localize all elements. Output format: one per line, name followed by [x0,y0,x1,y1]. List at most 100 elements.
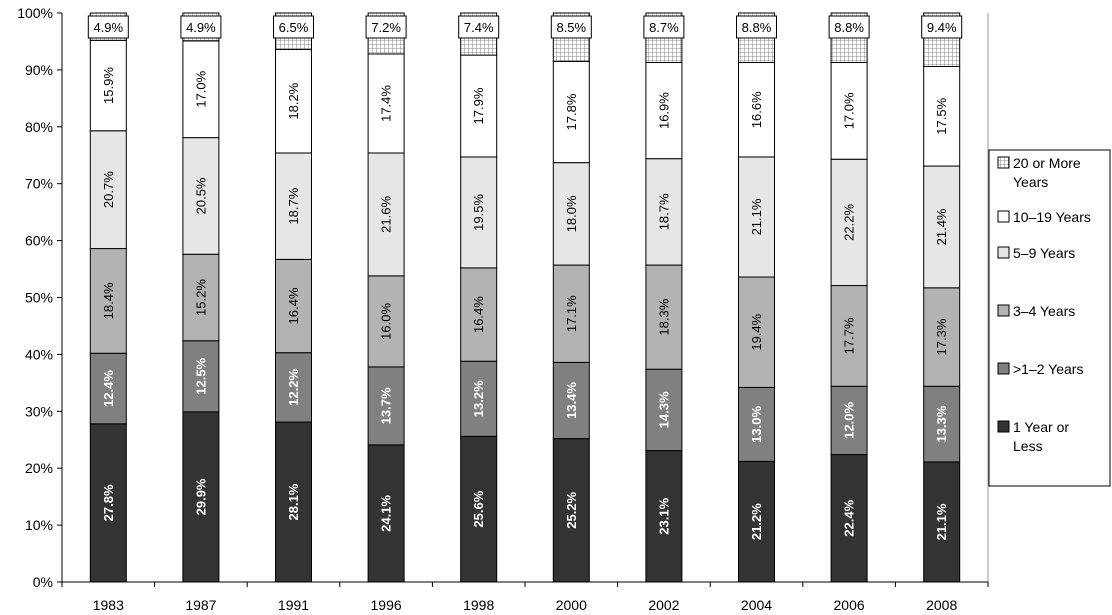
data-label: 25.6% [471,490,486,527]
bar-segment [367,152,405,277]
data-label: 20.5% [193,177,208,214]
data-label: 15.9% [101,67,116,104]
data-label: 21.1% [934,503,949,540]
bar-segment [367,366,405,446]
y-tick-label: 70% [25,176,53,192]
data-label: 16.0% [379,303,394,340]
legend-swatch [997,156,1010,169]
data-label: 21.2% [749,503,764,540]
data-label: 12.5% [193,357,208,394]
legend-label-line2: Years [1013,174,1048,190]
data-label: 18.4% [101,282,116,319]
bar-segment [923,65,961,167]
x-tick-label: 1996 [371,597,402,613]
x-tick-label: 2002 [648,597,679,613]
bar-segment [645,450,683,583]
bar-segment [275,352,312,423]
y-axis: 0% 10% 20% 30% 40% 50% 60% 70% 80% 90% 100% [17,5,63,590]
x-tick-label: 2004 [741,597,772,613]
y-tick-label: 30% [25,403,53,419]
bar-segment [552,438,590,583]
data-label: 8.5% [556,20,586,35]
x-tick-label: 2006 [834,597,865,613]
data-label: 29.9% [193,478,208,515]
data-label-box [643,15,685,39]
data-label: 22.2% [842,204,857,241]
data-label-box [736,15,777,39]
legend-swatch [997,362,1010,375]
data-label: 18.7% [656,193,671,230]
legend-label-line2: Less [1013,438,1043,454]
bar-segment [830,62,868,160]
data-label: 16.6% [749,91,764,128]
legend-label: 1 Year or [1013,419,1069,435]
y-tick-label: 100% [17,5,53,21]
x-axis: 1983 1987 1991 1996 1998 2000 2002 2004 2006 2008 [61,581,989,613]
data-label-box [180,15,222,39]
y-tick-label: 50% [25,290,53,306]
data-label: 4.9% [93,20,123,35]
data-label: 7.2% [371,20,401,35]
bar-segment [275,48,312,154]
data-label: 12.4% [101,370,116,407]
data-label: 18.3% [656,298,671,335]
data-label: 18.7% [286,187,301,224]
data-label: 27.8% [101,484,116,521]
bar-segment [738,386,775,462]
y-tick-label: 90% [25,62,53,78]
data-label: 8.7% [649,20,679,35]
bar-segment [738,156,775,278]
bar-segment [645,368,683,452]
x-tick-label: 2000 [556,597,587,613]
data-label: 15.2% [193,279,208,316]
data-label: 8.8% [742,20,772,35]
data-label: 24.1% [379,495,394,532]
data-label: 18.2% [286,82,301,119]
data-label-box [87,15,129,39]
bar-segment [830,158,868,287]
y-tick-label: 80% [25,119,53,135]
bars-group: 27.8% 12.4% 18.4% 20.7% 15.9% 4.9% 29.9% 12.5% 1… [87,12,963,583]
x-tick-label: 1998 [463,597,494,613]
data-label: 13.0% [749,406,764,443]
bar-segment [738,460,775,583]
data-label: 17.0% [193,70,208,107]
bar-segment [645,264,683,370]
bar-segment [552,60,590,164]
data-label: 6.5% [279,20,309,35]
bar-segment [275,421,312,583]
data-label: 13.3% [934,405,949,442]
bar-segment [460,360,498,437]
data-label: 17.3% [934,318,949,355]
data-label: 18.0% [564,195,579,232]
data-label: 16.4% [286,287,301,324]
data-label-box [365,15,407,39]
data-label: 21.4% [934,208,949,245]
data-label-box [828,15,870,39]
legend-swatch [997,420,1010,433]
data-label: 23.1% [656,497,671,534]
bar-segment [367,444,405,583]
bar-segment [460,156,498,269]
data-label: 17.8% [564,93,579,130]
data-label: 9.4% [927,20,957,35]
data-label-box [273,15,314,39]
data-label: 21.1% [749,198,764,235]
bar-segment [923,287,961,387]
x-tick-label: 2008 [926,597,957,613]
data-label: 17.7% [842,317,857,354]
x-tick-label: 1983 [93,597,124,613]
bar-segment [367,53,405,154]
bar-segment [923,385,961,463]
data-label: 4.9% [186,20,216,35]
data-label: 12.0% [842,402,857,439]
bar-segment [552,361,590,440]
bar-segment [923,165,961,289]
legend-label: 3–4 Years [1013,303,1075,319]
bar-segment [738,62,775,158]
bar-segment [460,435,498,583]
y-tick-label: 0% [33,574,53,590]
data-label: 16.9% [656,92,671,129]
bar-segment [460,54,498,158]
